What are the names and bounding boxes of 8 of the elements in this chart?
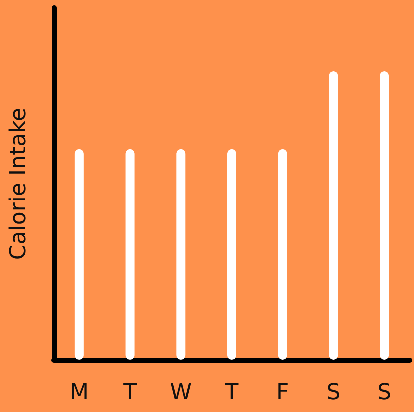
x-tick-label: W: [170, 380, 192, 406]
x-tick-label: S: [378, 380, 392, 406]
x-tick-label: T: [224, 380, 240, 406]
y-axis-title: Calorie Intake: [6, 108, 32, 260]
x-tick-label: M: [70, 380, 89, 406]
x-tick-label: F: [276, 380, 290, 406]
x-tick-label: T: [122, 380, 138, 406]
x-tick-label: S: [326, 380, 341, 406]
